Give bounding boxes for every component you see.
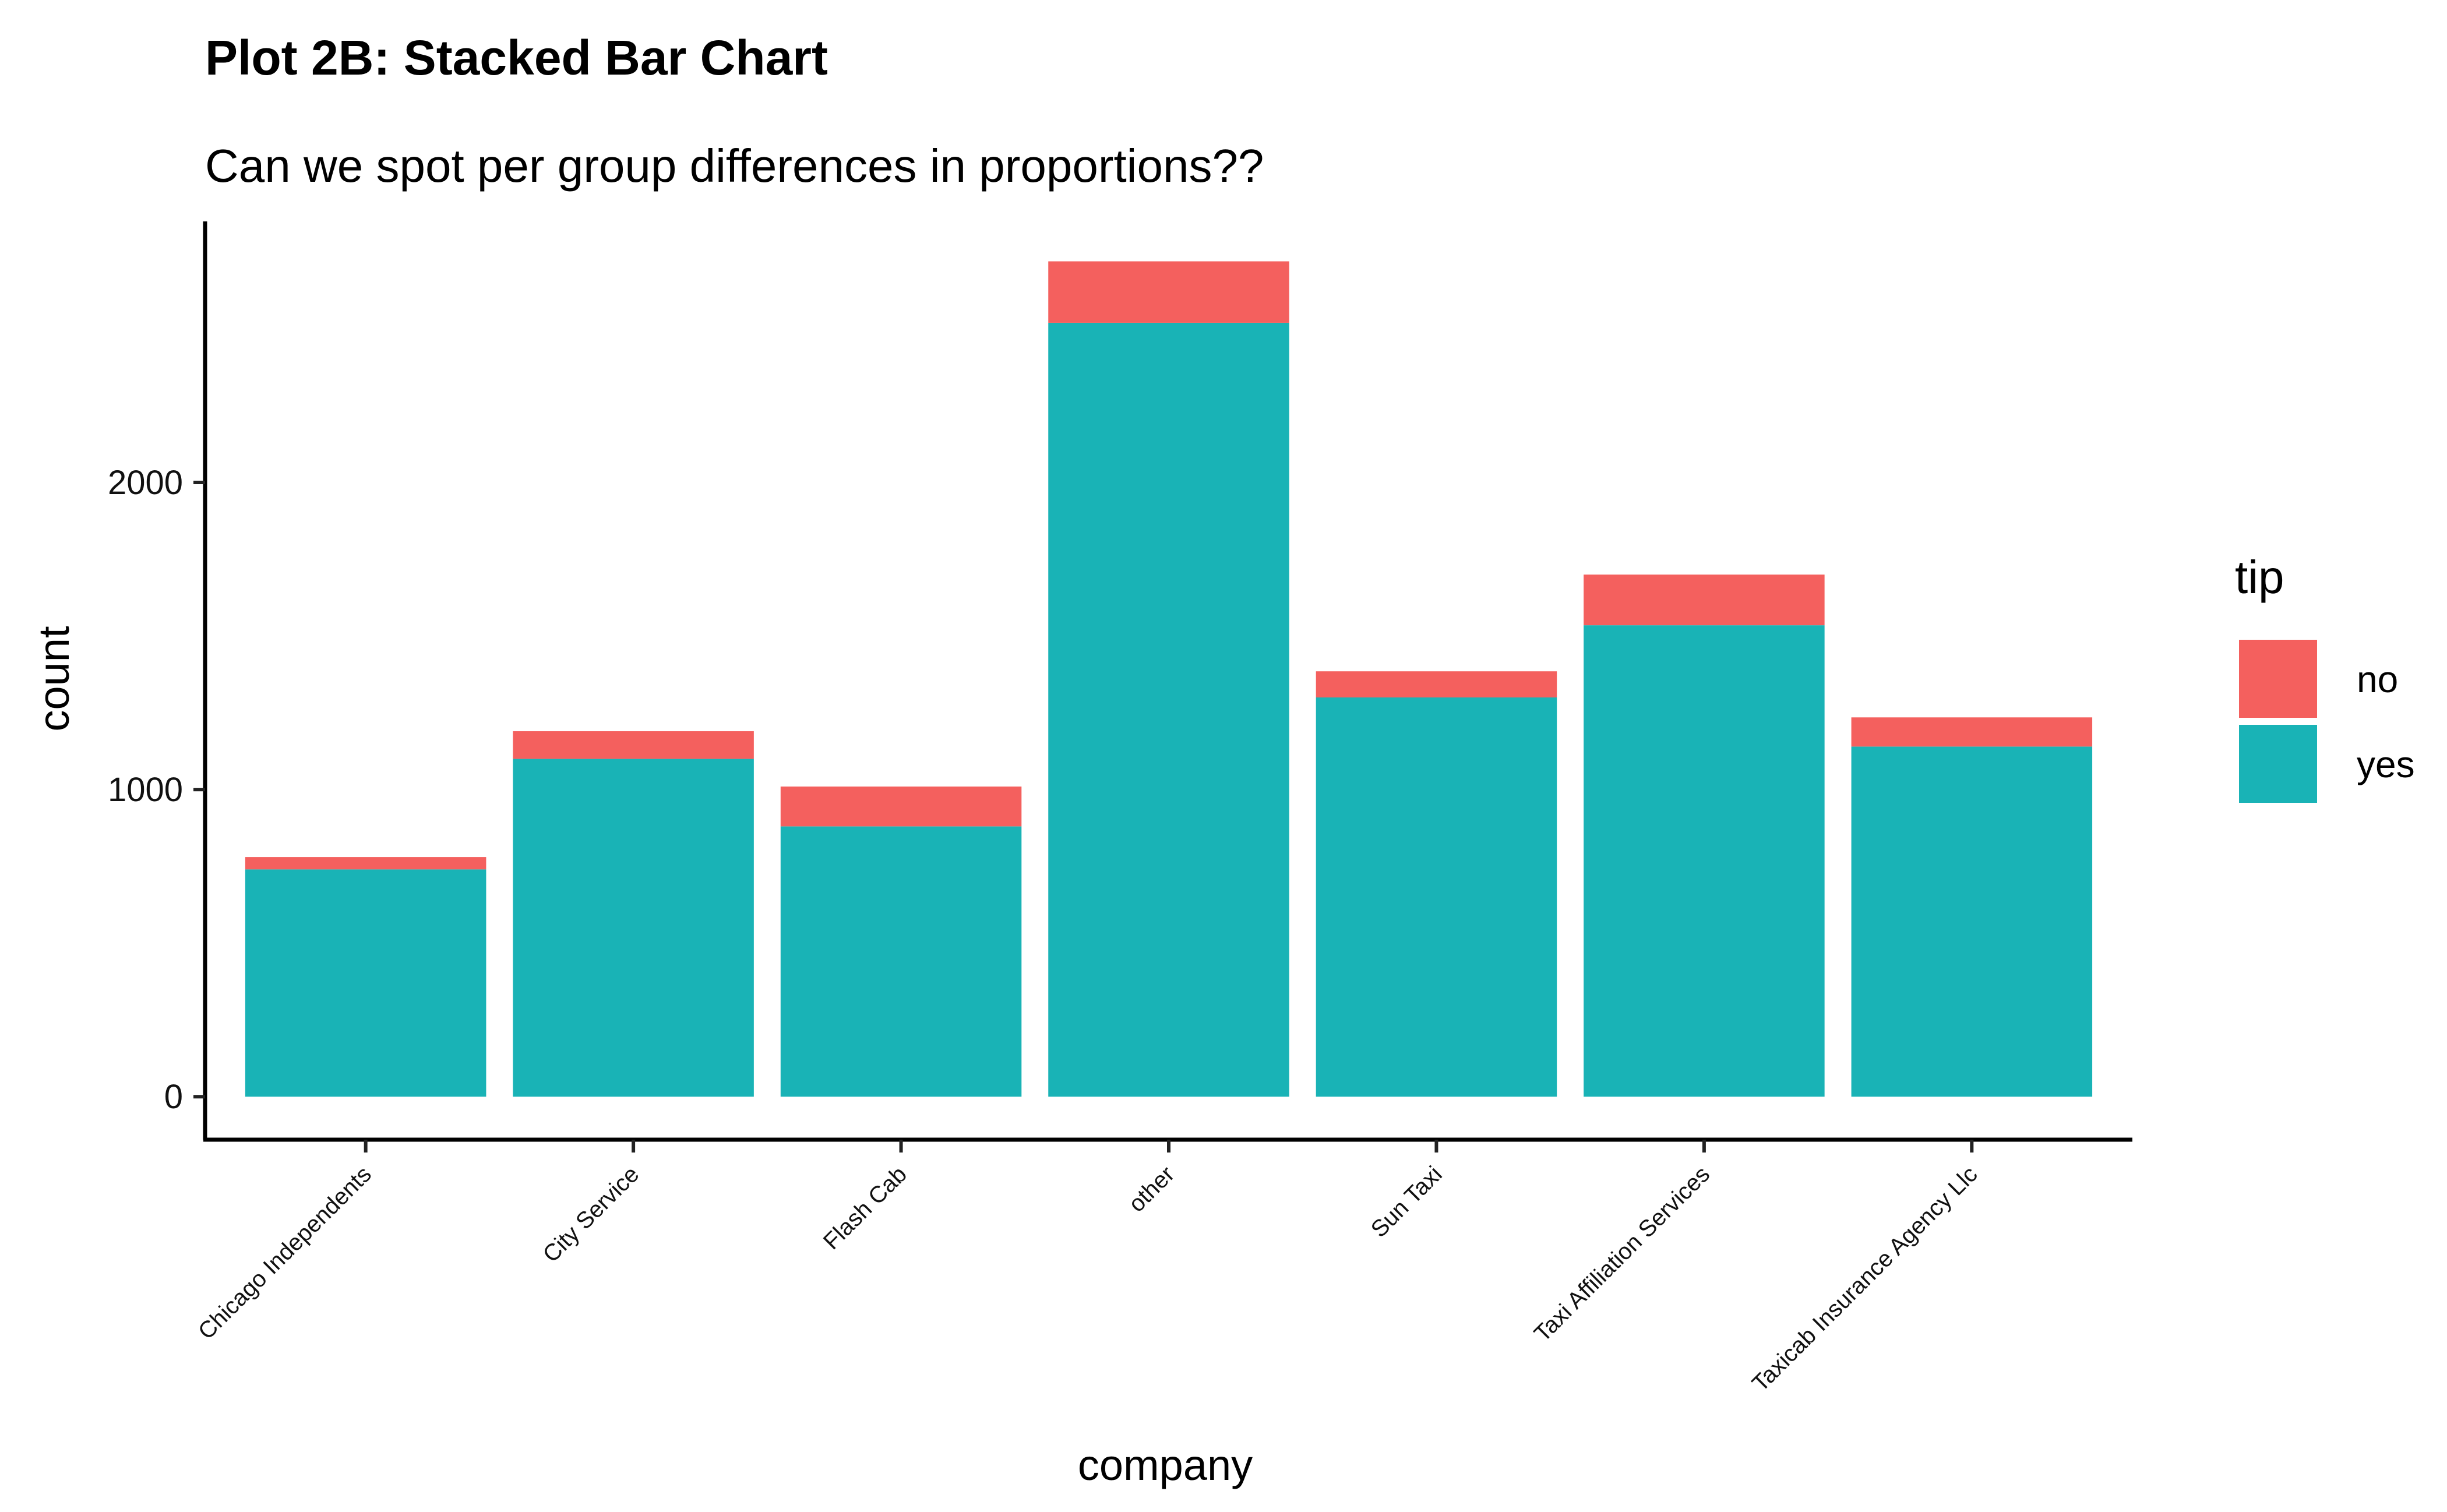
x-tick-label: Chicago Independents — [193, 1161, 376, 1344]
x-tick-label: Taxi Affiliation Services — [1529, 1161, 1715, 1347]
chart-subtitle: Can we spot per group differences in pro… — [205, 140, 1264, 192]
bar-yes-0 — [245, 869, 486, 1097]
legend-swatch-no — [2239, 640, 2317, 718]
legend-title: tip — [2235, 551, 2284, 603]
y-tick-label: 1000 — [108, 771, 183, 809]
x-tick-label: Sun Taxi — [1366, 1161, 1447, 1242]
legend-label-no: no — [2357, 658, 2398, 700]
bar-yes-3 — [1048, 322, 1289, 1097]
bar-yes-5 — [1584, 625, 1825, 1097]
legend-swatch-yes — [2239, 725, 2317, 803]
x-tick-label: Taxicab Insurance Agency Llc — [1747, 1161, 1983, 1397]
bar-yes-2 — [780, 826, 1022, 1097]
y-tick-label: 2000 — [108, 464, 183, 502]
legend: tip no yes — [2235, 551, 2415, 803]
x-axis: Chicago Independents City Service Flash Ca… — [193, 1137, 2132, 1397]
bar-no-1 — [513, 731, 754, 759]
bar-no-6 — [1851, 717, 2093, 747]
bar-yes-1 — [513, 759, 754, 1097]
bar-yes-6 — [1851, 746, 2093, 1097]
x-tick-label: other — [1124, 1161, 1180, 1217]
chart-title: Plot 2B: Stacked Bar Chart — [205, 30, 828, 85]
bar-no-2 — [780, 786, 1022, 827]
bar-no-5 — [1584, 575, 1825, 626]
x-axis-title: company — [1078, 1441, 1253, 1489]
y-axis: 0 1000 2000 — [108, 221, 207, 1140]
y-axis-title: count — [30, 626, 78, 731]
y-tick-label: 0 — [164, 1078, 183, 1116]
bar-no-0 — [245, 857, 486, 870]
legend-entries: no yes — [2239, 640, 2415, 803]
bar-yes-4 — [1316, 697, 1557, 1097]
legend-label-yes: yes — [2357, 743, 2415, 785]
bar-no-3 — [1048, 261, 1289, 323]
bar-no-4 — [1316, 671, 1557, 697]
x-tick-label: Flash Cab — [819, 1161, 912, 1254]
bars-group — [245, 261, 2093, 1097]
x-tick-label: City Service — [538, 1161, 644, 1267]
